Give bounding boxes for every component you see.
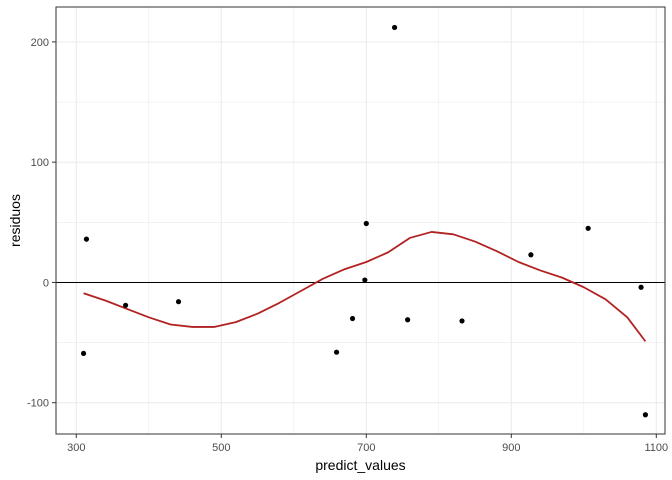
- panel-border: [55, 6, 666, 435]
- y-tick-label: 0: [43, 277, 49, 289]
- data-point: [391, 24, 398, 31]
- data-point: [585, 225, 591, 231]
- smooth-trend-curve: [83, 231, 647, 342]
- x-tick-label: 500: [212, 442, 230, 454]
- data-point: [459, 318, 465, 324]
- data-point: [362, 277, 368, 283]
- data-point: [349, 315, 356, 322]
- residual-points: [80, 24, 649, 418]
- data-point: [642, 412, 649, 418]
- data-point: [405, 317, 411, 323]
- y-axis-title: residuos: [7, 194, 23, 247]
- smooth-line: [83, 231, 647, 342]
- data-point: [363, 220, 369, 227]
- data-point: [528, 252, 534, 258]
- y-tick-label: -100: [27, 398, 49, 410]
- axis-ticks: [52, 41, 657, 438]
- x-axis-title: predict_values: [315, 457, 405, 473]
- data-point: [83, 236, 90, 242]
- x-tick-label: 900: [502, 442, 520, 454]
- x-tick-label: 700: [357, 442, 375, 454]
- x-tick-label: 300: [67, 442, 85, 454]
- data-point: [175, 299, 182, 305]
- y-tick-label: 200: [31, 37, 49, 49]
- minor-gridlines: [56, 7, 665, 434]
- data-point: [333, 349, 340, 355]
- y-tick-labels: -100 0 100 200: [27, 37, 49, 410]
- x-tick-labels: 300 500 700 900 1100: [67, 442, 668, 454]
- data-point: [638, 284, 644, 290]
- data-point: [123, 302, 129, 308]
- y-tick-label: 100: [31, 157, 49, 169]
- x-tick-label: 1100: [644, 442, 668, 454]
- data-point: [80, 350, 87, 357]
